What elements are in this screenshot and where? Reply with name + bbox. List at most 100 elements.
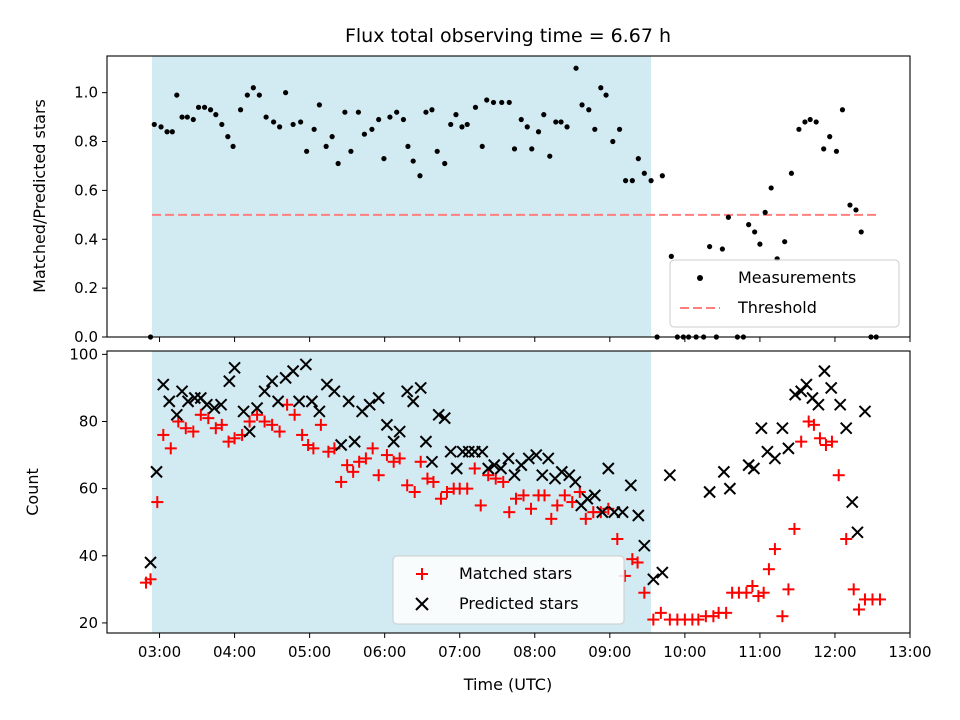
matched-star-point (164, 442, 177, 455)
matched-star-point (335, 475, 348, 488)
predicted-star-point (782, 442, 795, 455)
matched-star-point (468, 462, 481, 475)
measurement-point (573, 65, 579, 71)
measurement-point (807, 116, 813, 123)
predicted-star-point (530, 448, 543, 462)
matched-star-point (819, 439, 832, 451)
predicted-star-point (265, 375, 279, 388)
matched-star-point (517, 489, 530, 502)
measurement-point (464, 121, 470, 128)
legend-matched-marker (416, 568, 428, 580)
y-tick-label: 0.2 (74, 279, 98, 297)
matched-star-point (273, 425, 286, 438)
matched-star-point (631, 556, 644, 569)
measurement-point (518, 116, 524, 123)
matched-star-point (788, 522, 801, 535)
measurement-point (586, 107, 592, 113)
measurement-point (858, 229, 864, 235)
predicted-star-point (444, 445, 457, 458)
measurement-point (579, 102, 585, 108)
measurement-point (394, 109, 400, 115)
predicted-star-point (299, 358, 313, 371)
matched-star-point (243, 415, 256, 428)
matched-star-point (510, 492, 523, 505)
measurement-point (629, 178, 635, 184)
shaded-region (152, 56, 652, 337)
measurement-point (719, 246, 725, 252)
measurement-point (164, 129, 170, 135)
measurement-point (429, 107, 435, 113)
predicted-star-point (596, 505, 609, 519)
measurement-point (490, 99, 497, 106)
predicted-star-point (406, 395, 420, 408)
matched-star-point (157, 428, 170, 441)
y-tick-label: 100 (69, 345, 98, 363)
matched-star-point (440, 486, 453, 498)
predicted-star-point (747, 462, 761, 475)
y-tick-label: 80 (79, 413, 98, 431)
measurement-point (410, 158, 416, 164)
matched-star-point (202, 412, 215, 425)
measurement-point (648, 178, 654, 184)
predicted-star-point (157, 378, 170, 391)
predicted-star-point (363, 398, 376, 411)
measurement-point (541, 112, 547, 118)
matched-star-point (579, 512, 592, 525)
measurement-point (283, 90, 289, 96)
y-tick-label: 1.0 (74, 84, 98, 102)
measurement-point (622, 178, 629, 184)
predicted-star-point (400, 385, 414, 398)
x-tick-label: 09:00 (588, 643, 631, 661)
matched-star-point (187, 425, 200, 438)
matched-star-point (720, 606, 733, 619)
measurement-point (564, 124, 570, 130)
y-tick-label: 20 (79, 614, 98, 632)
matched-star-point (215, 418, 228, 431)
measurement-point (400, 116, 407, 123)
matched-star-point (482, 469, 495, 482)
measurement-point (610, 138, 616, 145)
matched-star-point (692, 613, 705, 626)
measurement-point (827, 134, 833, 140)
measurement-point (381, 156, 387, 162)
predicted-star-point (181, 395, 195, 408)
y-tick-label: 0.0 (74, 328, 98, 346)
predicted-star-point (717, 465, 731, 479)
top-legend: Measurements Threshold (669, 259, 900, 328)
measurement-point (179, 114, 185, 120)
top-observing-window-shade (152, 56, 652, 337)
measurement-point (442, 160, 448, 167)
predicted-star-point (482, 462, 495, 475)
measurement-point (169, 129, 175, 135)
measurement-point (316, 102, 322, 108)
measurement-point (553, 119, 559, 125)
measurement-point (361, 131, 368, 137)
measurement-point (472, 104, 479, 110)
matched-star-point (558, 489, 571, 502)
matched-star-point (474, 499, 487, 512)
measurement-point (853, 207, 859, 213)
matched-star-point (573, 486, 586, 498)
legend-measurements-label: Measurements (738, 268, 856, 287)
matched-star-point (258, 415, 271, 428)
measurement-point (524, 124, 530, 130)
matched-star-point (281, 398, 294, 411)
measurement-point (329, 134, 335, 140)
predicted-star-point (372, 391, 385, 405)
predicted-star-point (150, 465, 163, 479)
matched-star-point (832, 469, 845, 482)
matched-star-point (347, 465, 360, 478)
measurement-point (479, 143, 485, 150)
measurement-point (342, 109, 348, 115)
matched-star-point (746, 580, 759, 592)
measurement-point (195, 104, 202, 110)
bottom-legend: Matched stars Predicted stars (392, 555, 625, 625)
predicted-star-point (569, 475, 582, 489)
predicted-star-point (502, 452, 515, 465)
measurement-point (592, 126, 598, 132)
measurement-point (298, 119, 304, 125)
measurement-point (250, 85, 256, 91)
matched-star-point (144, 573, 157, 586)
matched-star-point (757, 586, 770, 599)
